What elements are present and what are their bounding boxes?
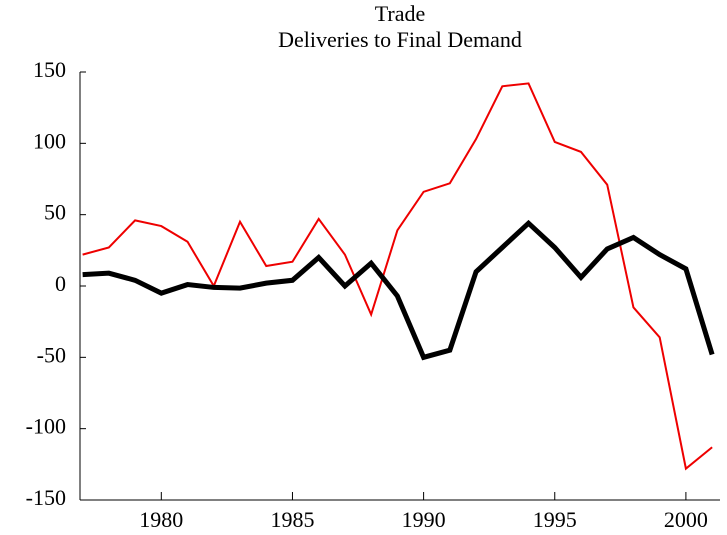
series-line [82, 82, 713, 471]
y-tick-label: 100 [33, 128, 66, 153]
x-tick-label: 2000 [664, 507, 708, 532]
y-tick-label: -50 [37, 342, 66, 367]
y-tick-label: 150 [33, 57, 66, 82]
x-tick-label: 1985 [270, 507, 314, 532]
series-line [82, 219, 715, 361]
x-tick-label: 1995 [533, 507, 577, 532]
x-tick-label: 1980 [139, 507, 183, 532]
y-tick-label: 50 [44, 200, 66, 225]
y-tick-label: 0 [55, 271, 66, 296]
x-tick-label: 1990 [402, 507, 446, 532]
chart-title: Trade [375, 1, 426, 26]
y-tick-label: -100 [26, 414, 66, 439]
chart-subtitle: Deliveries to Final Demand [278, 27, 522, 52]
y-tick-label: -150 [26, 485, 66, 510]
